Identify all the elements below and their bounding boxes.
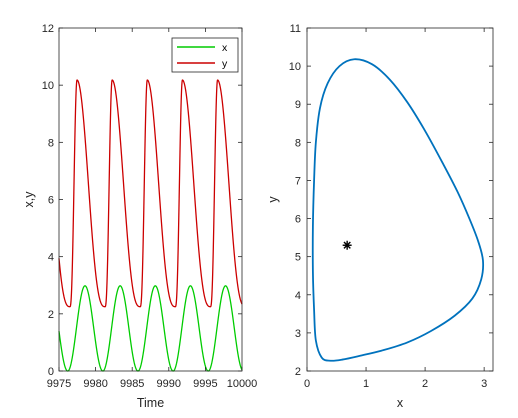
ts-y-tick-label: 0 bbox=[48, 366, 54, 378]
ts-y-tick-label: 2 bbox=[48, 309, 54, 321]
phase-y-label: y bbox=[266, 196, 280, 203]
ts-x-tick-label: 9980 bbox=[83, 378, 107, 390]
phase-y-tick-label: 4 bbox=[295, 290, 301, 302]
phase-portrait-plot: 0 1 2 3 2 3 4 5 6 7 8 9 10 11 x y bbox=[266, 23, 494, 410]
time-series-y-label: x,y bbox=[22, 191, 36, 208]
ts-x-tick-label: 9985 bbox=[120, 378, 144, 390]
phase-y-tick-label: 3 bbox=[295, 328, 301, 340]
phase-x-ticks: 0 1 2 3 bbox=[304, 28, 487, 390]
legend-label-x: x bbox=[222, 42, 228, 54]
ts-x-tick-label: 9995 bbox=[193, 378, 217, 390]
ts-y-tick-label: 6 bbox=[48, 195, 54, 207]
time-series-x-ticks: 9975 9980 9985 9990 9995 10000 bbox=[47, 28, 258, 390]
phase-y-tick-label: 6 bbox=[295, 214, 301, 226]
ts-x-tick-label: 10000 bbox=[227, 378, 258, 390]
phase-axes-box bbox=[306, 27, 494, 372]
phase-y-tick-label: 7 bbox=[295, 175, 301, 187]
phase-x-label: x bbox=[397, 396, 404, 410]
ts-x-tick-label: 9990 bbox=[157, 378, 181, 390]
ts-y-tick-label: 8 bbox=[48, 137, 54, 149]
series-line-x bbox=[58, 285, 243, 372]
ts-y-tick-label: 12 bbox=[42, 23, 54, 35]
phase-x-tick-label: 2 bbox=[422, 378, 428, 390]
phase-y-ticks: 2 3 4 5 6 7 8 9 10 11 bbox=[289, 23, 493, 378]
phase-y-tick-label: 9 bbox=[295, 99, 301, 111]
phase-y-tick-label: 5 bbox=[295, 252, 301, 264]
time-series-plot: 9975 9980 9985 9990 9995 10000 0 2 4 6 8 10 12 Time… bbox=[22, 23, 257, 410]
time-series-x-label: Time bbox=[137, 396, 164, 410]
legend-label-y: y bbox=[222, 58, 228, 70]
ts-y-tick-label: 4 bbox=[48, 252, 54, 264]
phase-x-tick-label: 1 bbox=[363, 378, 369, 390]
ts-x-tick-label: 9975 bbox=[47, 378, 71, 390]
phase-axes-bg bbox=[307, 28, 493, 371]
equilibrium-marker bbox=[342, 240, 352, 250]
phase-x-tick-label: 3 bbox=[481, 378, 487, 390]
phase-portrait-curve bbox=[311, 58, 485, 362]
phase-y-tick-label: 10 bbox=[289, 61, 301, 73]
series-line-y bbox=[58, 79, 243, 308]
marker-stroke bbox=[343, 241, 351, 249]
ts-y-tick-label: 10 bbox=[42, 80, 54, 92]
phase-x-tick-label: 0 bbox=[304, 378, 310, 390]
legend: x y bbox=[171, 37, 239, 73]
time-series-lines bbox=[58, 79, 243, 372]
legend-box bbox=[171, 37, 239, 73]
phase-y-tick-label: 2 bbox=[295, 366, 301, 378]
time-series-y-ticks: 0 2 4 6 8 10 12 bbox=[42, 23, 242, 378]
phase-y-tick-label: 8 bbox=[295, 137, 301, 149]
phase-y-tick-label: 11 bbox=[290, 23, 301, 35]
limit-cycle-curve bbox=[311, 58, 485, 362]
